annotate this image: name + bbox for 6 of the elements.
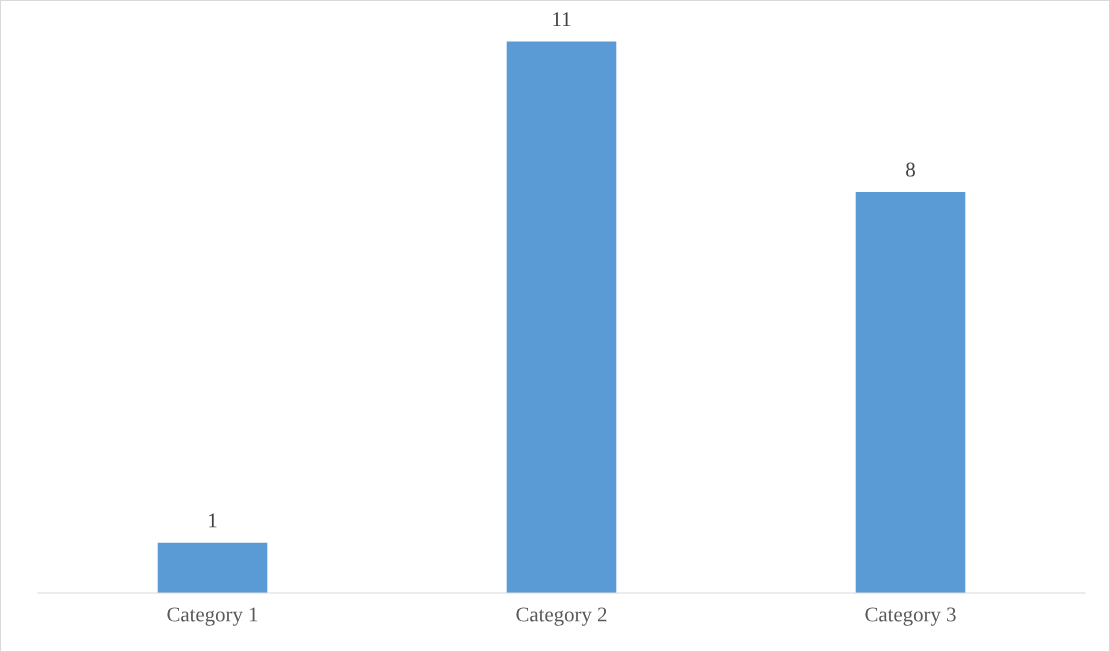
data-label: 11 <box>553 12 571 27</box>
data-label: 8 <box>906 162 915 177</box>
x-tick-label: Category 2 <box>516 607 607 626</box>
x-tick-label: Category 1 <box>167 607 258 626</box>
data-label: 1 <box>209 513 217 528</box>
x-tick-label: Category 3 <box>865 607 956 626</box>
